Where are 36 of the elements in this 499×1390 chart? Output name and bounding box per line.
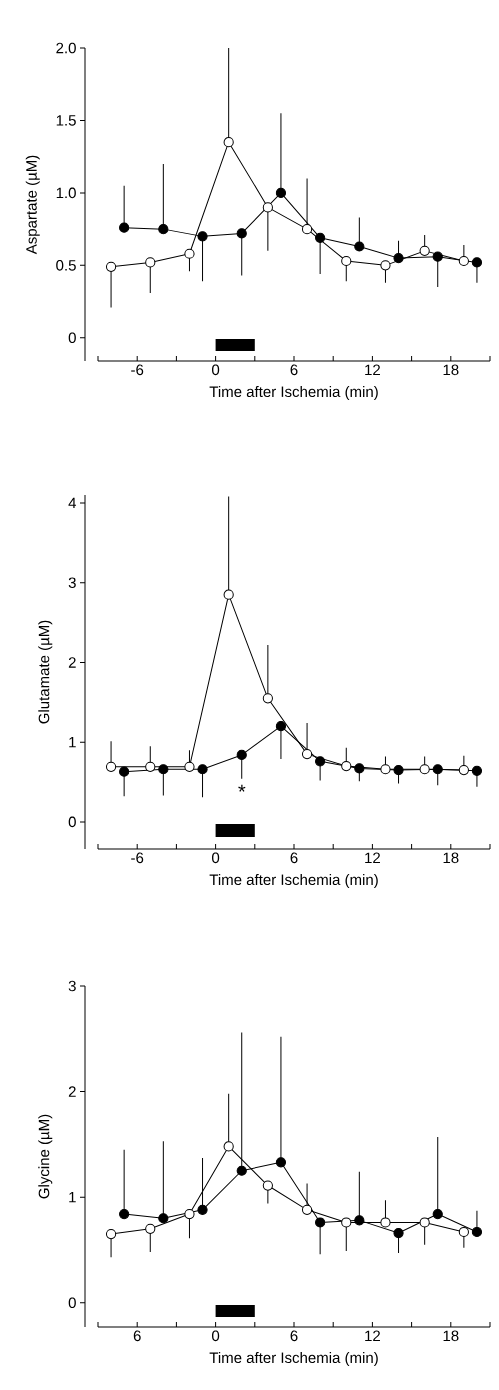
x-tick-label: 6 [290, 852, 298, 864]
y-tick-label: 1.0 [56, 187, 76, 199]
x-tick-label: 0 [212, 852, 220, 864]
x-tick-label: 6 [290, 364, 298, 376]
x-tick-label: 18 [443, 852, 459, 864]
x-tick-label: -6 [131, 364, 144, 376]
x-axis-title: Time after Ischemia (min) [209, 386, 378, 400]
y-tick-label: 3 [68, 577, 76, 588]
x-axis-title: Time after Ischemia (min) [209, 874, 378, 888]
y-tick-label: 4 [68, 497, 77, 509]
y-tick-label: 2.0 [56, 42, 76, 54]
x-tick-label: -6 [131, 852, 144, 864]
x-tick-label: 12 [365, 1330, 380, 1341]
y-tick-label: 0 [68, 816, 76, 828]
y-tick-label: 1 [69, 737, 76, 748]
y-tick-label: 0.5 [56, 260, 76, 271]
x-axis-title: Time after Ischemia (min) [209, 1352, 378, 1366]
y-axis-title: Glutamate (µM) [38, 620, 53, 724]
y-tick-label: 2 [68, 657, 76, 668]
y-tick-label: 1 [69, 1191, 76, 1203]
y-axis-title: Aspartate (µM) [25, 155, 40, 255]
x-tick-label: 18 [443, 1330, 459, 1342]
x-tick-label: 0 [212, 1330, 220, 1342]
y-tick-label: 0 [68, 1297, 76, 1309]
x-tick-label: 12 [365, 364, 380, 375]
x-tick-label: 6 [290, 1330, 298, 1342]
annotation: * [238, 784, 246, 792]
y-axis-title: Glycine (µM) [38, 1114, 53, 1199]
x-tick-label: 12 [365, 852, 380, 863]
y-tick-label: 3 [68, 980, 76, 992]
x-tick-label: 6 [133, 1330, 141, 1342]
y-tick-label: 1.5 [56, 115, 76, 126]
x-tick-label: 0 [212, 364, 220, 376]
x-tick-label: 18 [443, 364, 459, 376]
y-tick-label: 0 [68, 332, 76, 344]
y-tick-label: 2 [68, 1086, 76, 1097]
